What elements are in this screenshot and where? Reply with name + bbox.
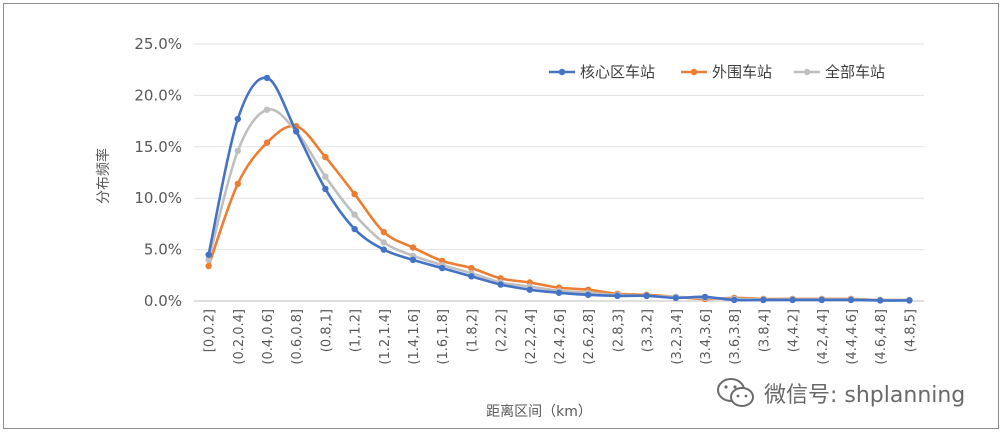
y-axis: 0.0% 5.0% 10.0% 15.0% 20.0% 25.0% [134, 35, 182, 310]
data-point [205, 256, 212, 264]
x-tick-label: (1.8,2] [465, 309, 480, 352]
data-point [409, 256, 417, 264]
x-tick-label: (3.6,3.8] [728, 309, 743, 365]
data-point [555, 289, 563, 296]
data-point [672, 294, 679, 302]
x-tick-label: (3,3.2] [641, 309, 656, 352]
data-point [585, 291, 592, 299]
data-point [234, 180, 241, 188]
data-point [760, 296, 767, 304]
data-point [351, 225, 358, 233]
data-point [731, 296, 738, 304]
series-1 [205, 123, 913, 304]
line-chart: 0.0% 5.0% 10.0% 15.0% 20.0% 25.0% [0,0.2] (0.2… [95, 35, 924, 420]
legend-label: 核心区车站 [580, 63, 655, 81]
data-point [205, 262, 212, 270]
x-tick-label: (4,4.2] [787, 309, 802, 352]
data-point [439, 264, 446, 272]
x-tick-label: (0.8,1] [319, 309, 334, 352]
x-tick-label: (1,1.2] [349, 309, 364, 352]
series-line [207, 108, 910, 302]
x-tick-label: (4.6,4.8] [874, 309, 889, 365]
legend-marker [803, 68, 811, 76]
x-axis-title: 距离区间（km） [486, 403, 592, 420]
chart-frame: 0.0% 5.0% 10.0% 15.0% 20.0% 25.0% [0,0.2] (0.2… [3, 3, 999, 429]
series-2 [205, 106, 913, 304]
data-point [322, 153, 329, 161]
data-point [526, 286, 533, 293]
data-point [877, 297, 884, 304]
x-tick-label: (2,2.2] [495, 309, 510, 352]
data-point [468, 273, 475, 280]
x-tick-label: [0,0.2] [203, 309, 218, 352]
y-tick-label: 20.0% [134, 86, 182, 104]
data-point [263, 106, 271, 113]
x-tick-label: (1.2,1.4] [378, 309, 393, 365]
y-tick-label: 5.0% [144, 241, 182, 259]
x-tick-label: (3.8,4] [757, 309, 772, 352]
series-0 [205, 74, 913, 304]
data-point [847, 296, 855, 304]
legend-marker [558, 68, 566, 76]
legend-item: 外围车站 [681, 63, 772, 81]
data-point [293, 128, 300, 135]
y-tick-label: 25.0% [134, 35, 182, 53]
data-point [234, 115, 241, 123]
data-point [205, 251, 212, 258]
data-point [818, 296, 825, 304]
x-tick-label: (1.6,1.8] [436, 309, 451, 365]
data-point [380, 228, 387, 236]
x-tick-label: (0.2,0.4] [232, 309, 247, 365]
legend-label: 外围车站 [712, 63, 772, 81]
data-point [263, 74, 271, 82]
data-point [701, 293, 709, 301]
data-point [497, 281, 504, 288]
data-point [234, 147, 241, 155]
x-tick-label: (2.4,2.6] [553, 309, 568, 365]
gridlines [194, 43, 924, 302]
y-tick-label: 0.0% [144, 292, 182, 310]
legend-item: 核心区车站 [549, 63, 655, 81]
data-point [351, 211, 358, 218]
data-point [468, 264, 475, 272]
x-tick-label: (1.4,1.6] [407, 309, 422, 365]
legend-label: 全部车站 [825, 63, 885, 81]
wechat-icon [717, 378, 754, 407]
x-tick-label: (4.2,4.4] [816, 309, 831, 365]
x-tick-label: (0.4,0.6] [261, 309, 276, 365]
x-axis: [0,0.2] (0.2,0.4] (0.4,0.6] (0.6,0.8] (0.8,1… [203, 309, 919, 365]
legend: 核心区车站 外围车站 全部车站 [549, 63, 885, 81]
series-lines [205, 74, 913, 304]
legend-marker [690, 68, 698, 76]
data-point [789, 296, 796, 304]
x-tick-label: (2.8,3] [611, 309, 626, 352]
watermark-text: 微信号: shplanning [764, 383, 966, 408]
y-tick-label: 10.0% [134, 189, 182, 207]
data-point [322, 185, 329, 193]
x-tick-label: (3.2,3.4] [670, 309, 685, 365]
data-point [614, 292, 621, 300]
data-point [906, 297, 913, 304]
data-point [643, 292, 650, 300]
data-point [263, 139, 271, 146]
data-point [380, 239, 387, 246]
data-point [380, 246, 387, 253]
data-point [322, 173, 329, 180]
x-tick-label: (3.4,3.6] [699, 309, 714, 365]
y-tick-label: 15.0% [134, 138, 182, 156]
x-tick-label: (2.2,2.4] [524, 309, 539, 365]
watermark: 微信号: shplanning [716, 376, 965, 410]
x-tick-label: (0.6,0.8] [290, 309, 305, 365]
x-tick-label: (2.6,2.8] [582, 309, 597, 365]
x-tick-label: (4.4,4.6] [845, 309, 860, 365]
y-axis-title: 分布频率 [95, 148, 112, 204]
x-tick-label: (4.8,5] [903, 309, 918, 352]
legend-item: 全部车站 [794, 63, 885, 81]
series-line [207, 124, 910, 302]
data-point [351, 190, 358, 198]
series-line [207, 76, 910, 302]
data-point [409, 244, 417, 251]
